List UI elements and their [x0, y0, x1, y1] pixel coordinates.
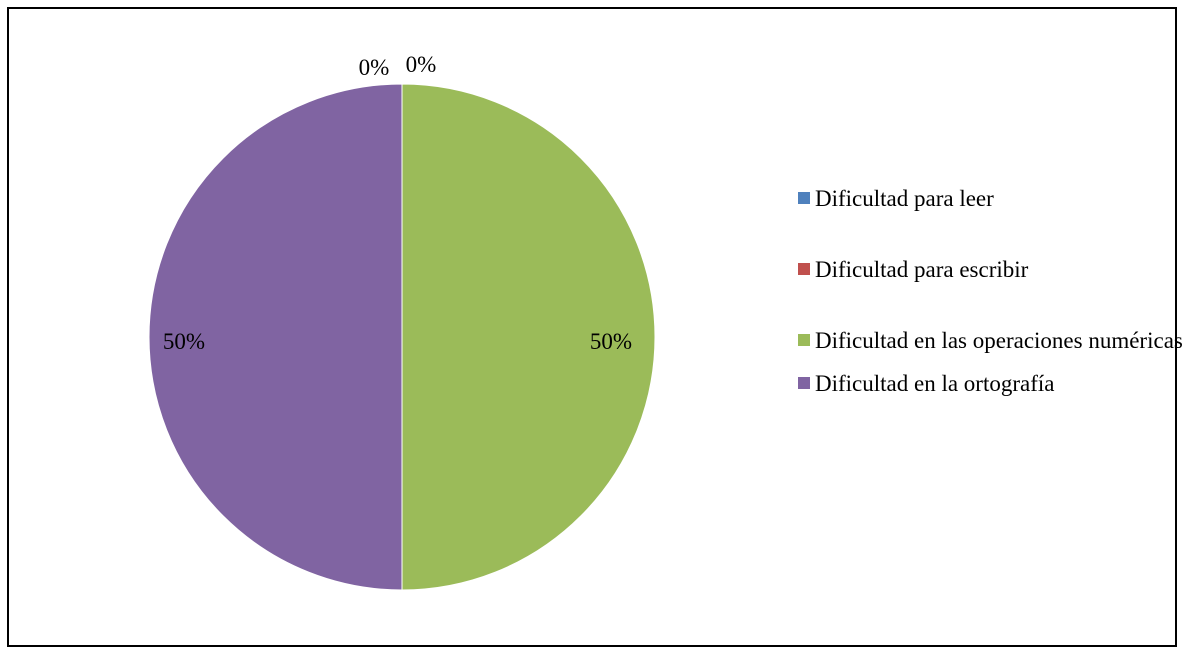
legend-swatch-leer — [798, 192, 810, 204]
legend-swatch-ortografia — [798, 377, 810, 389]
legend-label-operaciones: Dificultad en las operaciones numéricas — [815, 328, 1183, 353]
legend-swatch-operaciones — [798, 334, 810, 346]
data-label-operaciones: 50% — [590, 329, 632, 354]
legend-item-ortografia: Dificultad en la ortografía — [798, 368, 1178, 399]
legend-label-ortografia: Dificultad en la ortografía — [815, 371, 1055, 396]
legend-item-escribir: Dificultad para escribir — [798, 254, 1178, 285]
pie-slice-operaciones — [401, 83, 656, 591]
data-label-escribir: 0% — [406, 52, 437, 77]
legend-item-leer: Dificultad para leer — [798, 183, 1178, 214]
legend-label-escribir: Dificultad para escribir — [815, 257, 1029, 282]
legend-item-operaciones: Dificultad en las operaciones numéricas — [798, 325, 1184, 356]
legend-label-leer: Dificultad para leer — [815, 186, 994, 211]
pie-slice-ortografia — [148, 83, 403, 591]
legend-swatch-escribir — [798, 263, 810, 275]
legend: Dificultad para leer Dificultad para esc… — [798, 183, 1183, 399]
data-label-leer: 0% — [359, 55, 390, 80]
data-label-ortografia: 50% — [163, 329, 205, 354]
